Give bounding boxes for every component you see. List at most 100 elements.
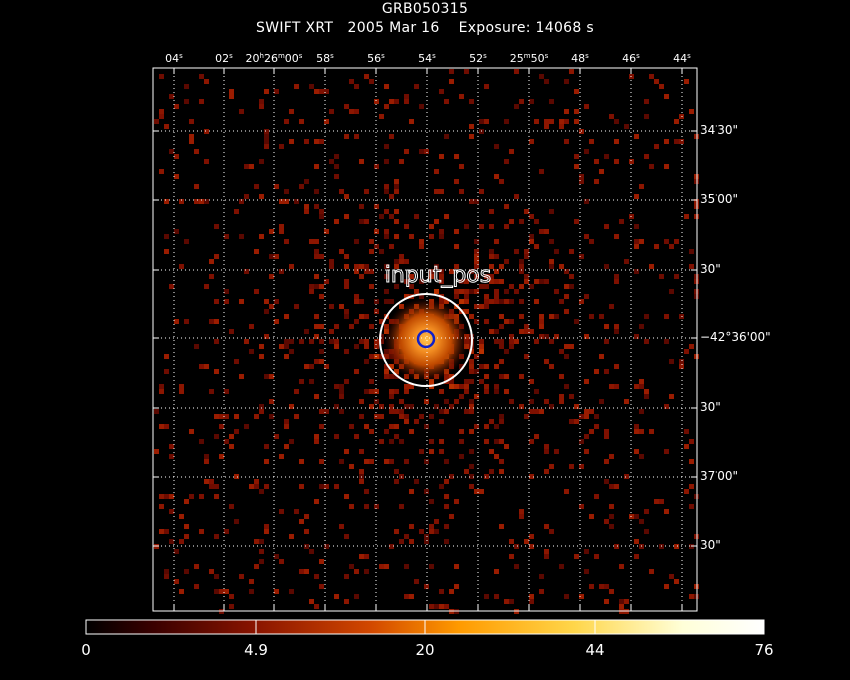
photon-pixel (549, 264, 554, 269)
photon-pixel (354, 319, 359, 324)
photon-pixel (614, 329, 619, 334)
photon-pixel (439, 274, 444, 279)
photon-pixel (194, 149, 199, 154)
photon-pixel (314, 334, 319, 339)
photon-pixel (314, 139, 319, 144)
photon-pixel (214, 339, 219, 344)
photon-pixel (634, 449, 639, 454)
photon-pixel (174, 229, 179, 234)
photon-pixel (459, 439, 464, 444)
photon-pixel (314, 314, 319, 319)
photon-pixel (449, 384, 454, 389)
photon-pixel (444, 214, 449, 219)
photon-pixel (499, 359, 504, 364)
photon-pixel (259, 159, 264, 164)
photon-pixel (579, 254, 584, 259)
photon-pixel (494, 454, 499, 459)
photon-pixel (309, 84, 314, 89)
ra-tick-label: 48s (571, 52, 589, 65)
photon-pixel (279, 559, 284, 564)
photon-pixel (434, 529, 439, 534)
photon-pixel (394, 264, 399, 269)
photon-pixel (354, 594, 359, 599)
photon-pixel (589, 429, 594, 434)
photon-pixel (199, 529, 204, 534)
photon-pixel (409, 524, 414, 529)
photon-pixel (519, 99, 524, 104)
photon-pixel (469, 399, 474, 404)
photon-pixel (564, 269, 569, 274)
dec-tick-label: 37'00" (700, 469, 739, 483)
photon-pixel (684, 444, 689, 449)
photon-pixel (604, 154, 609, 159)
photon-pixel (319, 409, 324, 414)
photon-pixel (334, 594, 339, 599)
photon-pixel (534, 279, 539, 284)
photon-pixel (209, 479, 214, 484)
photon-pixel (539, 319, 544, 324)
photon-pixel (164, 199, 169, 204)
photon-pixel (399, 539, 404, 544)
photon-pixel (339, 459, 344, 464)
photon-pixel (684, 79, 689, 84)
photon-pixel (409, 429, 414, 434)
photon-pixel (354, 109, 359, 114)
photon-pixel (609, 504, 614, 509)
photon-pixel (194, 344, 199, 349)
photon-pixel (364, 459, 369, 464)
photon-pixel (449, 404, 454, 409)
photon-pixel (384, 274, 389, 279)
photon-pixel (329, 329, 334, 334)
photon-pixel (344, 284, 349, 289)
photon-pixel (599, 314, 604, 319)
photon-pixel (394, 409, 399, 414)
photon-pixel (514, 249, 519, 254)
photon-pixel (359, 469, 364, 474)
photon-pixel (304, 204, 309, 209)
photon-pixel (219, 454, 224, 459)
photon-pixel (419, 529, 424, 534)
photon-pixel (569, 249, 574, 254)
photon-pixel (224, 414, 229, 419)
photon-pixel (524, 539, 529, 544)
photon-pixel (689, 109, 694, 114)
photon-pixel (319, 484, 324, 489)
photon-pixel (494, 269, 499, 274)
photon-pixel (634, 424, 639, 429)
photon-pixel (359, 299, 364, 304)
ra-tick-label: 25m50s (509, 52, 549, 65)
photon-pixel (464, 379, 469, 384)
photon-pixel (494, 239, 499, 244)
photon-pixel (379, 319, 384, 324)
photon-pixel (674, 139, 679, 144)
photon-pixel (169, 94, 174, 99)
photon-pixel (264, 89, 269, 94)
photon-pixel (604, 339, 609, 344)
photon-pixel (634, 429, 639, 434)
photon-pixel (429, 439, 434, 444)
photon-pixel (484, 424, 489, 429)
photon-pixel (399, 439, 404, 444)
photon-pixel (474, 424, 479, 429)
photon-pixel (214, 434, 219, 439)
photon-pixel (199, 494, 204, 499)
photon-pixel (614, 139, 619, 144)
photon-pixel (649, 74, 654, 79)
photon-pixel (249, 164, 254, 169)
photon-pixel (559, 119, 564, 124)
photon-pixel (354, 344, 359, 349)
photon-pixel (239, 374, 244, 379)
photon-pixel (444, 409, 449, 414)
photon-pixel (394, 234, 399, 239)
photon-pixel (379, 114, 384, 119)
photon-pixel (489, 449, 494, 454)
photon-pixel (584, 294, 589, 299)
photon-pixel (529, 379, 534, 384)
photon-pixel (574, 109, 579, 114)
photon-pixel (314, 604, 319, 609)
photon-pixel (494, 329, 499, 334)
photon-pixel (544, 399, 549, 404)
photon-pixel (379, 564, 384, 569)
photon-pixel (389, 394, 394, 399)
photon-pixel (219, 414, 224, 419)
